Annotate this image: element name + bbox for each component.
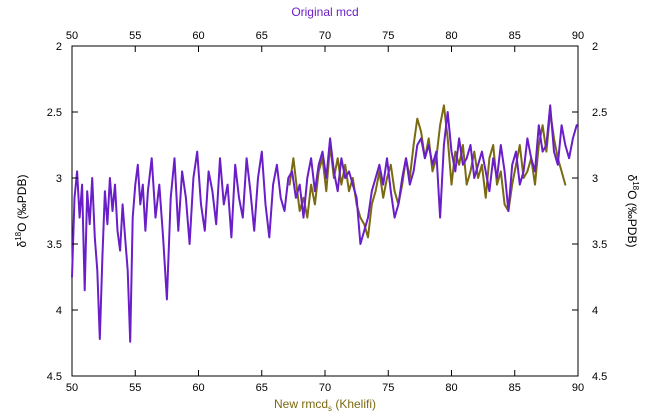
x-tick-label-bottom-5: 75 (382, 382, 394, 394)
x-tick-label-top-5: 75 (382, 30, 394, 42)
left-y-axis-title-post: O (‰PDB) (15, 175, 29, 232)
right-y-axis-title-post: O (‰PDB) (625, 190, 639, 247)
series-line-2 (71, 104, 578, 343)
bottom-x-axis-title-sub: s (328, 404, 332, 413)
y-tick-label-right-5: 4.5 (592, 371, 607, 383)
x-tick-label-top-6: 80 (445, 30, 457, 42)
bottom-x-axis-title: New rmcds (Khelifi) (274, 397, 376, 413)
series-layer (71, 104, 578, 343)
y-tick-label-left-4: 4 (56, 305, 62, 317)
x-tick-label-bottom-2: 60 (192, 382, 204, 394)
top-x-axis-title: Original mcd (291, 5, 358, 19)
left-y-axis-title-sup: 18 (14, 231, 23, 240)
x-tick-label-top-0: 50 (66, 30, 78, 42)
ticks-layer: 50 50 55 55 60 60 65 65 70 70 75 75 80 80 85 85 90 90 2 2 2.… (47, 30, 608, 394)
x-tick-label-bottom-7: 85 (509, 382, 521, 394)
y-tick-label-right-2: 3 (592, 173, 598, 185)
left-y-axis-title-pre: δ (15, 240, 29, 247)
x-tick-label-bottom-1: 55 (129, 382, 141, 394)
right-y-axis-title: δ18O (‰PDB) (625, 175, 640, 248)
x-tick-label-top-3: 65 (256, 30, 268, 42)
y-tick-label-right-1: 2.5 (592, 107, 607, 119)
x-tick-label-top-2: 60 (192, 30, 204, 42)
right-y-axis-title-pre: δ (625, 175, 639, 182)
plot-frame (71, 45, 579, 377)
x-tick-label-top-8: 90 (572, 30, 584, 42)
x-tick-label-bottom-4: 70 (319, 382, 331, 394)
x-tick-label-bottom-3: 65 (256, 382, 268, 394)
x-tick-label-bottom-6: 80 (445, 382, 457, 394)
x-tick-label-top-1: 55 (129, 30, 141, 42)
x-tick-label-bottom-0: 50 (66, 382, 78, 394)
y-tick-label-right-0: 2 (592, 41, 598, 53)
left-y-axis-title: δ18O (‰PDB) (14, 175, 29, 248)
y-tick-label-left-0: 2 (56, 41, 62, 53)
x-tick-label-bottom-8: 90 (572, 382, 584, 394)
bottom-x-axis-title-tail: (Khelifi) (332, 397, 376, 411)
y-tick-label-right-4: 4 (592, 305, 598, 317)
x-tick-label-top-4: 70 (319, 30, 331, 42)
y-tick-label-left-1: 2.5 (47, 107, 62, 119)
x-tick-label-top-7: 85 (509, 30, 521, 42)
y-tick-label-left-3: 3.5 (47, 239, 62, 251)
bottom-x-axis-title-main: New rmcd (274, 397, 328, 411)
y-tick-label-left-2: 3 (56, 173, 62, 185)
y-tick-label-left-5: 4.5 (47, 371, 62, 383)
y-tick-label-right-3: 3.5 (592, 239, 607, 251)
right-y-axis-title-sup: 18 (631, 181, 640, 190)
